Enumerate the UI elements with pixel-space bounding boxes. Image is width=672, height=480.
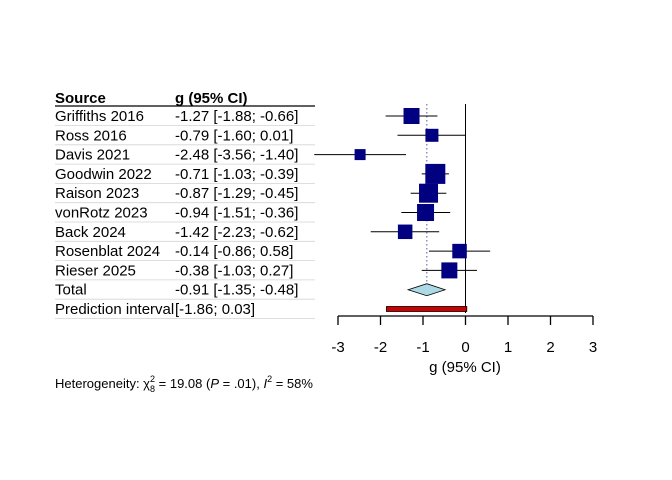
study-point [425, 128, 439, 142]
study-point [425, 163, 446, 184]
study-point [452, 243, 467, 259]
study-label: Back 2024 [55, 224, 126, 241]
heterogeneity-text: Heterogeneity: χ2 8 = 19.08 (P = .01), I2… [55, 374, 313, 394]
header-source: Source [55, 90, 106, 107]
x-axis-label: g (95% CI) [429, 359, 501, 376]
prediction-ci-text: [-1.86; 0.03] [175, 301, 255, 318]
study-point [403, 108, 420, 124]
study-label: Raison 2023 [55, 185, 139, 202]
study-ci-text: -1.27 [-1.88; -0.66] [175, 108, 298, 125]
x-tick-label: 0 [461, 339, 469, 356]
x-tick-label: -1 [416, 339, 429, 356]
study-label: Goodwin 2022 [55, 166, 152, 183]
x-tick-label: 1 [504, 339, 512, 356]
study-label: Ross 2016 [55, 127, 127, 144]
study-ci-text: -0.87 [-1.29; -0.45] [175, 185, 298, 202]
study-rows: Griffiths 2016 -1.27 [-1.88; -0.66] Ross 2… [55, 108, 315, 319]
study-label: Davis 2021 [55, 147, 130, 164]
study-label: Rosenblat 2024 [55, 243, 160, 260]
x-tick-label: 2 [546, 339, 554, 356]
x-tick-label: -3 [331, 339, 344, 356]
study-ci-text: -0.94 [-1.51; -0.36] [175, 205, 298, 222]
total-label: Total [55, 282, 87, 299]
study-label: Griffiths 2016 [55, 108, 144, 125]
study-label: vonRotz 2023 [55, 205, 148, 222]
header-estimate: g (95% CI) [175, 90, 248, 107]
study-ci-text: -1.42 [-2.23; -0.62] [175, 224, 298, 241]
prediction-interval-bar [386, 306, 468, 312]
prediction-label: Prediction interval [55, 301, 174, 318]
plot-area [314, 104, 491, 313]
x-tick-label: -2 [374, 339, 387, 356]
total-ci-text: -0.91 [-1.35; -0.48] [175, 282, 298, 299]
pooled-diamond [406, 283, 447, 297]
study-ci-text: -0.38 [-1.03; 0.27] [175, 262, 293, 279]
x-axis: -3 -2 -1 0 1 2 3 [331, 315, 597, 356]
study-point [354, 149, 366, 161]
study-point [419, 183, 439, 203]
study-point [417, 204, 435, 221]
study-ci-text: -0.14 [-0.86; 0.58] [175, 243, 293, 260]
study-ci-text: -0.79 [-1.60; 0.01] [175, 127, 293, 144]
study-label: Rieser 2025 [55, 262, 136, 279]
study-ci-text: -2.48 [-3.56; -1.40] [175, 147, 298, 164]
study-point [397, 224, 413, 240]
x-tick-label: 3 [589, 339, 597, 356]
study-point [441, 262, 458, 279]
study-ci-text: -0.71 [-1.03; -0.39] [175, 166, 298, 183]
